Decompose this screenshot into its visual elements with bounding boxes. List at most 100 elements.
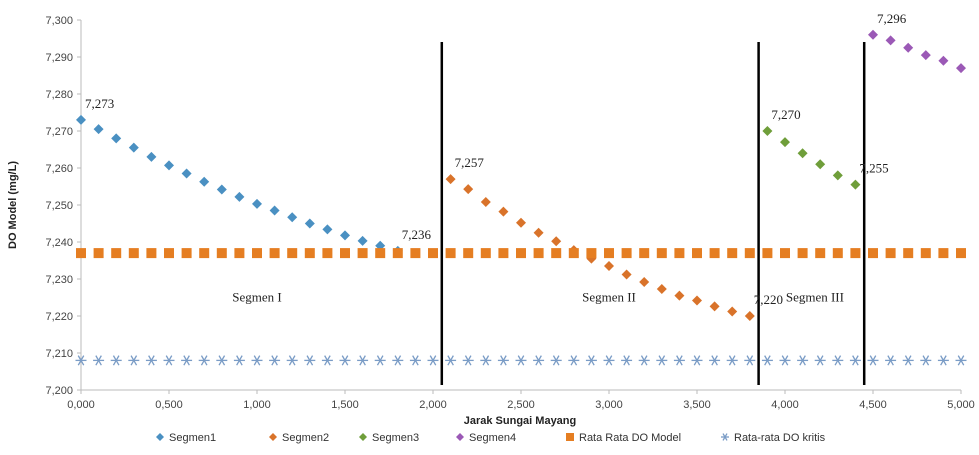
data-point (621, 248, 632, 259)
data-point (163, 355, 175, 366)
data-point (621, 269, 632, 280)
data-point (709, 301, 720, 312)
data-point (551, 248, 562, 259)
data-point (780, 137, 790, 148)
x-tick-label: 1,000 (243, 399, 271, 411)
data-point (779, 355, 791, 366)
data-point (93, 248, 104, 259)
data-point (498, 248, 509, 259)
data-point (744, 311, 755, 321)
data-point (621, 355, 633, 366)
legend-label: Segmen4 (469, 432, 516, 444)
y-tick-label: 7,300 (45, 15, 73, 27)
data-point (145, 355, 157, 366)
x-tick-label: 5,000 (947, 399, 975, 411)
data-point (234, 248, 245, 259)
data-point (287, 212, 298, 223)
data-point (269, 355, 281, 366)
data-point (638, 355, 650, 366)
x-tick-label: 0,000 (67, 399, 95, 411)
y-tick-label: 7,250 (45, 200, 73, 212)
legend-marker (566, 433, 574, 441)
data-point (233, 355, 245, 366)
data-point (199, 248, 210, 259)
data-point (375, 248, 386, 259)
x-tick-label: 3,500 (683, 399, 711, 411)
data-point (480, 355, 492, 366)
data-point (797, 355, 809, 366)
data-point (850, 179, 861, 190)
data-point (304, 248, 315, 259)
data-point (128, 355, 140, 366)
data-label: 7,257 (455, 155, 485, 170)
data-point (128, 248, 139, 259)
data-point (304, 218, 315, 229)
data-point (850, 248, 861, 259)
data-point (885, 35, 896, 46)
data-label: 7,236 (402, 227, 432, 242)
data-point (252, 198, 262, 209)
data-point (286, 355, 298, 366)
x-tick-label: 1,500 (331, 399, 359, 411)
segment-label: Segmen I (232, 290, 281, 305)
data-point (832, 170, 843, 181)
data-point (762, 126, 773, 136)
data-point (216, 184, 227, 195)
data-point (445, 355, 457, 366)
data-point (744, 248, 755, 259)
legend: Segmen1 Segmen2 Segmen3 Segmen4 Rata Rata DO… (156, 432, 826, 444)
data-point (480, 197, 491, 208)
data-point (76, 114, 86, 125)
data-point (709, 248, 720, 259)
data-point (797, 248, 808, 259)
data-point (445, 248, 456, 259)
data-point (164, 160, 174, 171)
data-point (762, 248, 773, 259)
data-point (516, 248, 526, 259)
legend-marker (269, 433, 277, 441)
data-point (603, 355, 615, 366)
data-point (780, 248, 790, 259)
x-axis-title: Jarak Sungai Mayang (464, 415, 577, 427)
y-tick-label: 7,280 (45, 89, 73, 101)
data-point (409, 355, 421, 366)
data-point (357, 235, 368, 246)
data-point (111, 133, 122, 144)
data-point (374, 355, 386, 366)
data-point (445, 174, 456, 185)
data-point (709, 355, 721, 366)
data-point (868, 248, 878, 259)
data-point (463, 248, 474, 259)
legend-label: Rata-rata DO kritis (734, 432, 826, 444)
legend-label: Segmen1 (169, 432, 216, 444)
data-point (251, 355, 263, 366)
data-point (815, 248, 826, 259)
data-label: 7,220 (754, 292, 783, 307)
x-tick-label: 2,500 (507, 399, 535, 411)
data-point (568, 248, 579, 259)
legend-marker (456, 433, 464, 441)
legend-marker (359, 433, 367, 441)
data-point (920, 50, 931, 61)
data-point (674, 290, 685, 301)
data-point (832, 248, 843, 259)
data-point (797, 148, 808, 159)
data-point (146, 248, 157, 259)
data-label: 7,270 (771, 107, 800, 122)
data-point (938, 55, 949, 66)
data-point (585, 355, 597, 366)
data-label: 7,255 (859, 161, 888, 176)
data-point (427, 355, 439, 366)
labels-layer: 7,273 7,236 7,257 7,220 7,270 7,255 7,296 Segme… (85, 11, 907, 307)
data-point (234, 191, 245, 202)
data-point (357, 355, 369, 366)
data-point (111, 248, 122, 259)
data-label: 7,273 (85, 96, 114, 111)
data-point (956, 248, 966, 259)
data-point (216, 248, 227, 259)
y-tick-label: 7,220 (45, 311, 73, 323)
data-point (674, 248, 685, 259)
data-point (744, 355, 756, 366)
data-point (322, 248, 333, 259)
data-point (955, 355, 967, 366)
